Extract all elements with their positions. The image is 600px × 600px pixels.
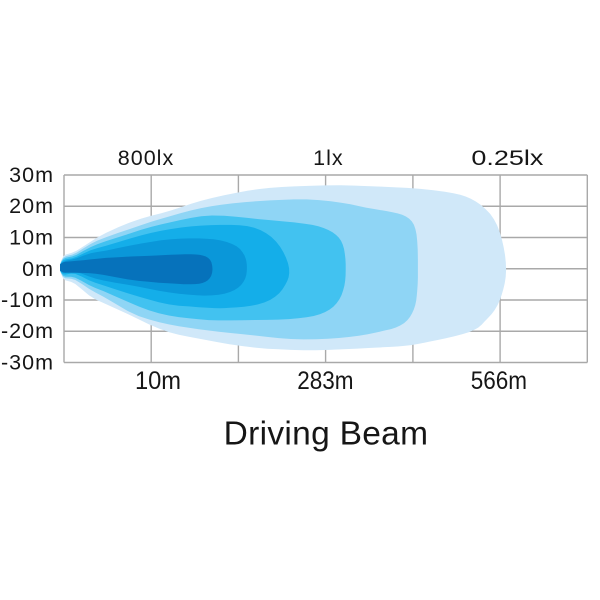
svg-text:800lx: 800lx [118, 146, 174, 170]
svg-text:Driving Beam: Driving Beam [224, 416, 429, 453]
svg-text:-30m: -30m [1, 351, 54, 375]
svg-text:0m: 0m [22, 257, 54, 281]
svg-text:0.25lx: 0.25lx [471, 146, 543, 170]
svg-text:283m: 283m [297, 367, 353, 395]
svg-text:566m: 566m [471, 367, 527, 395]
svg-text:30m: 30m [9, 163, 54, 187]
svg-text:20m: 20m [9, 194, 54, 218]
svg-text:-10m: -10m [1, 288, 54, 312]
svg-text:-20m: -20m [1, 319, 54, 343]
svg-text:1lx: 1lx [313, 146, 343, 170]
svg-text:10m: 10m [135, 367, 181, 395]
svg-text:10m: 10m [9, 226, 54, 250]
